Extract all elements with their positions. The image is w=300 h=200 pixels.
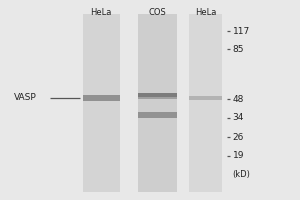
Text: VASP: VASP (14, 94, 36, 102)
Text: COS: COS (148, 8, 166, 17)
Bar (189, 96, 222, 100)
Bar (82, 14, 120, 192)
Text: 48: 48 (232, 95, 244, 104)
Text: 26: 26 (232, 133, 244, 142)
Bar (138, 14, 177, 192)
Text: HeLa: HeLa (195, 8, 216, 17)
Text: 34: 34 (232, 114, 244, 122)
Text: 85: 85 (232, 45, 244, 53)
Text: 19: 19 (232, 152, 244, 160)
Bar (138, 112, 177, 118)
Text: 117: 117 (232, 26, 250, 36)
Text: HeLa: HeLa (90, 8, 111, 17)
Bar (138, 97, 177, 99)
Bar (189, 14, 222, 192)
Bar (82, 95, 120, 101)
Text: (kD): (kD) (232, 170, 250, 178)
Bar (138, 93, 177, 99)
